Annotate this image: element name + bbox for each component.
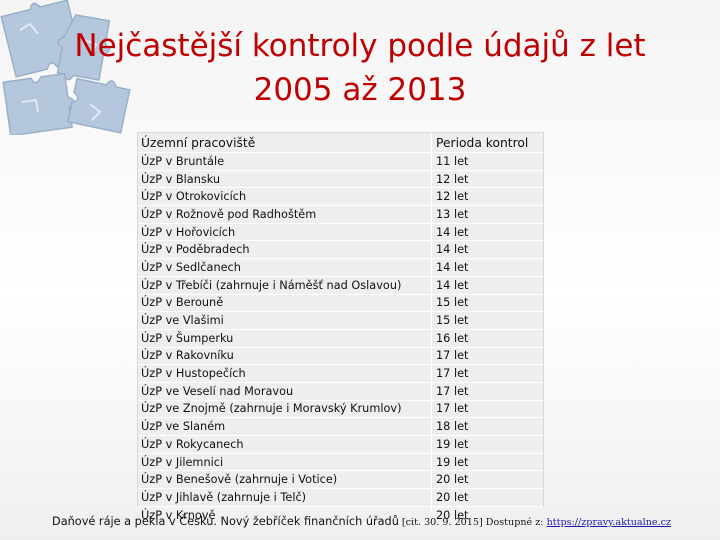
table-row: ÚzP v Otrokovicích 12 let bbox=[138, 187, 543, 207]
office-name-cell: ÚzP v Hořovicích bbox=[138, 223, 432, 242]
office-name-cell: ÚzP v Blansku bbox=[138, 170, 432, 189]
table-row: ÚzP v Poděbradech 14 let bbox=[138, 240, 543, 260]
office-name-cell: ÚzP v Krnově bbox=[138, 506, 432, 525]
table-row: ÚzP v Berouně 15 let bbox=[138, 294, 543, 313]
period-cell: 11 let bbox=[431, 152, 543, 171]
title-line-2: 2005 až 2013 bbox=[253, 72, 467, 108]
office-name-cell: ÚzP v Berouně bbox=[138, 294, 432, 313]
period-cell: 14 let bbox=[431, 258, 543, 277]
period-cell: 17 let bbox=[431, 364, 543, 383]
table-row: ÚzP v Rokycanech 19 let bbox=[138, 435, 543, 454]
period-cell: 12 let bbox=[431, 187, 543, 207]
office-name-cell: ÚzP ve Vlašimi bbox=[138, 311, 432, 330]
office-name-cell: ÚzP v Rakovníku bbox=[138, 347, 432, 366]
period-cell: 20 let bbox=[431, 506, 543, 525]
puzzle-pieces-icon bbox=[0, 0, 131, 135]
source-link[interactable]: https://zpravy.aktualne.cz bbox=[546, 517, 672, 528]
citation-date: [cit. 30. 9. 2015] Dostupné z: bbox=[398, 517, 547, 528]
period-cell: 12 let bbox=[431, 170, 543, 189]
office-name-cell: ÚzP v Poděbradech bbox=[138, 240, 432, 260]
source-citation: Daňové ráje a pekla v Česku. Nový žebříč… bbox=[52, 515, 712, 528]
table-row: ÚzP v Rakovníku 17 let bbox=[138, 347, 543, 366]
period-cell: 19 let bbox=[431, 435, 543, 454]
period-cell: 16 let bbox=[431, 329, 543, 348]
office-name-cell: ÚzP ve Veselí nad Moravou bbox=[138, 382, 432, 401]
office-name-cell: ÚzP v Hustopečích bbox=[138, 364, 432, 383]
inspection-period-table: Územní pracoviště Perioda kontrol ÚzP v … bbox=[137, 132, 544, 525]
office-name-cell: ÚzP v Jilemnici bbox=[138, 453, 432, 472]
table-row: ÚzP v Šumperku 16 let bbox=[138, 329, 543, 348]
table-row: ÚzP ve Slaném 18 let bbox=[138, 417, 543, 436]
table-header-row: Územní pracoviště Perioda kontrol bbox=[138, 133, 543, 153]
column-header-office: Územní pracoviště bbox=[138, 133, 432, 153]
period-cell: 14 let bbox=[431, 223, 543, 242]
period-cell: 13 let bbox=[431, 205, 543, 224]
period-cell: 15 let bbox=[431, 311, 543, 330]
table-row: ÚzP v Hustopečích 17 let bbox=[138, 364, 543, 383]
office-name-cell: ÚzP v Sedlčanech bbox=[138, 258, 432, 277]
slide-title: Nejčastější kontroly podle údajů z let 2… bbox=[0, 24, 720, 112]
table-row: ÚzP v Hořovicích 14 let bbox=[138, 223, 543, 242]
table-row: ÚzP ve Znojmě (zahrnuje i Moravský Kruml… bbox=[138, 400, 543, 419]
table-row: ÚzP v Bruntále 11 let bbox=[138, 152, 543, 171]
table-row: ÚzP v Sedlčanech 14 let bbox=[138, 258, 543, 277]
period-cell: 20 let bbox=[431, 488, 543, 507]
period-cell: 15 let bbox=[431, 294, 543, 313]
table-row: ÚzP v Krnově 20 let bbox=[138, 506, 543, 525]
period-cell: 17 let bbox=[431, 347, 543, 366]
office-name-cell: ÚzP v Rožnově pod Radhoštěm bbox=[138, 205, 432, 224]
office-name-cell: ÚzP v Otrokovicích bbox=[138, 187, 432, 207]
period-cell: 14 let bbox=[431, 276, 543, 295]
period-cell: 18 let bbox=[431, 417, 543, 436]
period-cell: 19 let bbox=[431, 453, 543, 472]
table-row: ÚzP v Třebíči (zahrnuje i Náměšť nad Osl… bbox=[138, 276, 543, 295]
table-row: ÚzP ve Vlašimi 15 let bbox=[138, 311, 543, 330]
office-name-cell: ÚzP v Třebíči (zahrnuje i Náměšť nad Osl… bbox=[138, 276, 432, 295]
title-line-1: Nejčastější kontroly podle údajů z let bbox=[74, 28, 646, 64]
table-row: ÚzP v Blansku 12 let bbox=[138, 170, 543, 189]
office-name-cell: ÚzP ve Znojmě (zahrnuje i Moravský Kruml… bbox=[138, 400, 432, 419]
table-row: ÚzP ve Veselí nad Moravou 17 let bbox=[138, 382, 543, 401]
table-row: ÚzP v Jihlavě (zahrnuje i Telč) 20 let bbox=[138, 488, 543, 507]
office-name-cell: ÚzP v Šumperku bbox=[138, 329, 432, 348]
column-header-period: Perioda kontrol bbox=[431, 133, 543, 153]
office-name-cell: ÚzP ve Slaném bbox=[138, 417, 432, 436]
table-row: ÚzP v Jilemnici 19 let bbox=[138, 453, 543, 472]
period-cell: 20 let bbox=[431, 470, 543, 490]
period-cell: 17 let bbox=[431, 382, 543, 401]
office-name-cell: ÚzP v Jihlavě (zahrnuje i Telč) bbox=[138, 488, 432, 507]
table-row: ÚzP v Rožnově pod Radhoštěm 13 let bbox=[138, 205, 543, 224]
period-cell: 14 let bbox=[431, 240, 543, 260]
table-row: ÚzP v Benešově (zahrnuje i Votice) 20 let bbox=[138, 470, 543, 490]
office-name-cell: ÚzP v Bruntále bbox=[138, 152, 432, 171]
citation-title: Daňové ráje a pekla v Česku. Nový žebříč… bbox=[52, 515, 399, 528]
period-cell: 17 let bbox=[431, 400, 543, 419]
office-name-cell: ÚzP v Benešově (zahrnuje i Votice) bbox=[138, 470, 432, 490]
office-name-cell: ÚzP v Rokycanech bbox=[138, 435, 432, 454]
